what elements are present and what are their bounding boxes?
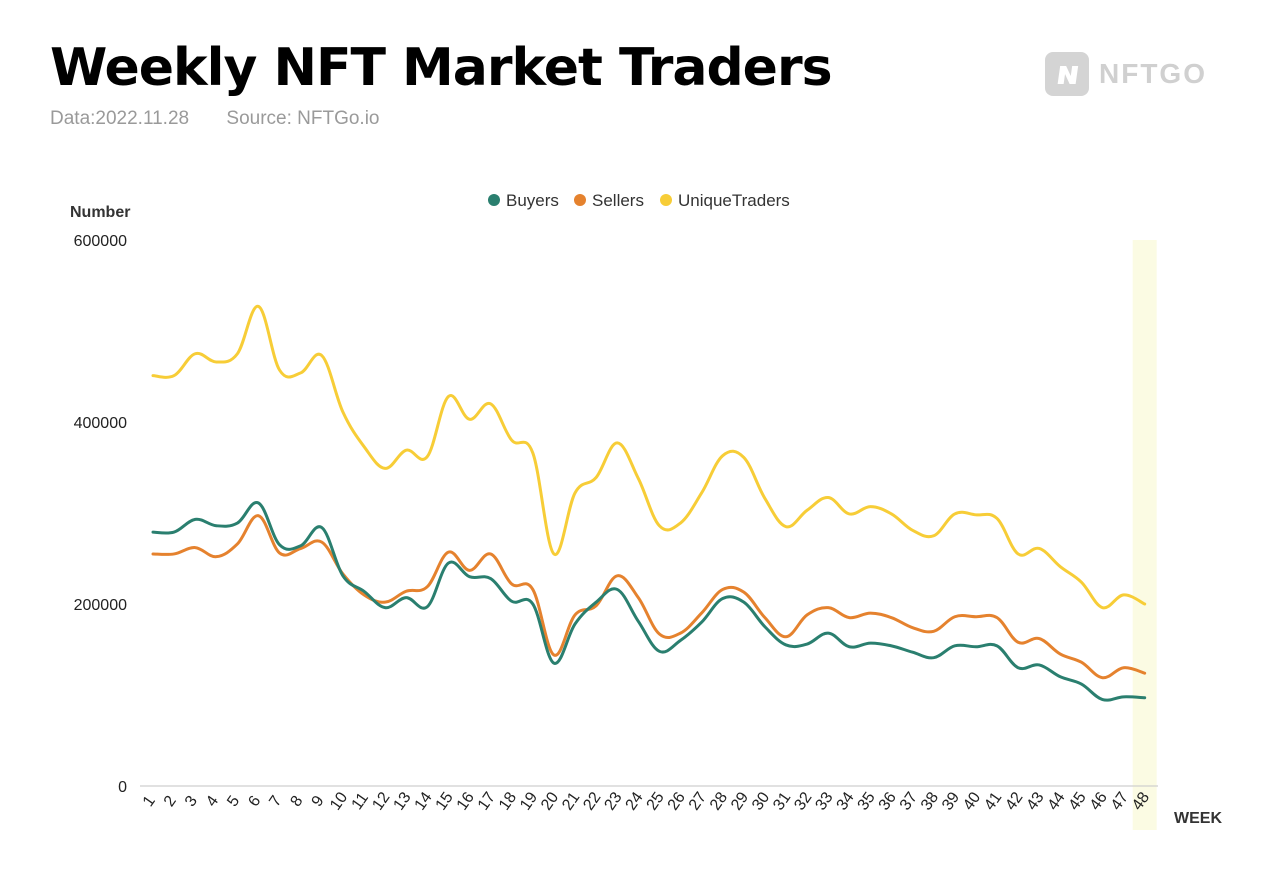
x-tick-label: 17: [475, 789, 499, 813]
x-tick-label: 42: [1002, 789, 1026, 813]
y-tick-label: 200000: [74, 597, 127, 614]
x-tick-label: 21: [559, 789, 583, 813]
x-tick-label: 24: [623, 789, 647, 813]
highlight-band: [1132, 240, 1157, 830]
x-tick-label: 22: [580, 789, 604, 813]
legend: Buyers Sellers UniqueTraders: [488, 191, 790, 210]
legend-label: Sellers: [592, 191, 644, 210]
logo-text: NFTGO: [1099, 58, 1207, 89]
x-tick-label: 13: [390, 789, 414, 813]
x-tick-label: 26: [665, 789, 689, 813]
x-tick-label: 18: [496, 789, 520, 813]
x-tick-label: 32: [791, 789, 815, 813]
x-tick-label: 47: [1108, 789, 1132, 813]
x-tick-label: 25: [644, 789, 668, 813]
series-line-buyers: [151, 501, 1147, 702]
nftgo-logo: NFTGO: [1045, 52, 1207, 96]
x-tick-label: 3: [182, 793, 201, 810]
x-tick-label: 27: [686, 789, 710, 813]
x-tick-label: 12: [369, 789, 393, 813]
x-tick-label: 7: [266, 793, 285, 810]
x-tick-label: 35: [855, 789, 879, 813]
x-tick-label: 4: [203, 793, 222, 810]
y-axis-ticks: 0 200000 400000 600000: [74, 233, 127, 796]
date-label: Data:2022.11.28: [50, 108, 190, 129]
x-tick-label: 6: [245, 793, 264, 810]
x-tick-label: 43: [1023, 789, 1047, 813]
x-tick-label: 33: [812, 789, 836, 813]
x-tick-label: 11: [349, 790, 373, 813]
x-tick-label: 9: [309, 793, 328, 810]
x-tick-label: 44: [1045, 789, 1069, 813]
source-label: Source: NFTGo.io: [226, 108, 380, 129]
x-tick-label: 28: [707, 789, 731, 813]
x-tick-label: 29: [728, 789, 752, 813]
x-tick-label: 2: [161, 793, 180, 810]
nftgo-logo-icon: [1045, 52, 1089, 96]
chart-title: Weekly NFT Market Traders: [50, 38, 833, 98]
x-tick-label: 20: [538, 789, 562, 813]
x-tick-label: 23: [601, 789, 625, 813]
x-tick-label: 37: [897, 789, 921, 813]
x-axis-ticks: 1 2 3 4 5 6 7 8 9 1011121314151617181920212223242…: [140, 789, 1153, 813]
legend-label: Buyers: [506, 191, 559, 210]
x-tick-label: 19: [517, 789, 541, 813]
x-tick-label: 46: [1087, 789, 1111, 813]
x-tick-label: 36: [876, 789, 900, 813]
x-tick-label: 34: [834, 789, 858, 813]
x-tick-label: 15: [433, 789, 457, 813]
x-tick-label: 31: [770, 789, 794, 813]
series-line-sellers: [151, 514, 1147, 680]
x-tick-label: 41: [981, 789, 1005, 813]
x-axis-label: WEEK: [1174, 810, 1222, 827]
chart-subtitle: Data:2022.11.28 Source: NFTGo.io: [50, 108, 412, 130]
x-tick-label: 8: [287, 793, 306, 810]
y-tick-label: 600000: [74, 233, 127, 250]
x-tick-label: 16: [454, 789, 478, 813]
series-lines: [151, 304, 1147, 702]
x-tick-label: 45: [1066, 789, 1090, 813]
x-tick-label: 14: [412, 789, 436, 813]
x-tick-label: 30: [749, 789, 773, 813]
x-tick-label: 10: [327, 789, 351, 813]
x-tick-label: 40: [960, 789, 984, 813]
y-tick-label: 400000: [74, 415, 127, 432]
x-tick-label: 5: [224, 793, 243, 810]
y-tick-label: 0: [118, 779, 127, 796]
x-tick-label: 1: [140, 793, 159, 810]
x-tick-label: 39: [939, 789, 963, 813]
legend-marker: [574, 194, 586, 206]
legend-label: UniqueTraders: [678, 191, 790, 210]
legend-marker: [488, 194, 500, 206]
y-axis-label: Number: [70, 204, 130, 221]
x-tick-label: 38: [918, 789, 942, 813]
legend-marker: [660, 194, 672, 206]
series-line-uniquetraders: [151, 304, 1147, 610]
